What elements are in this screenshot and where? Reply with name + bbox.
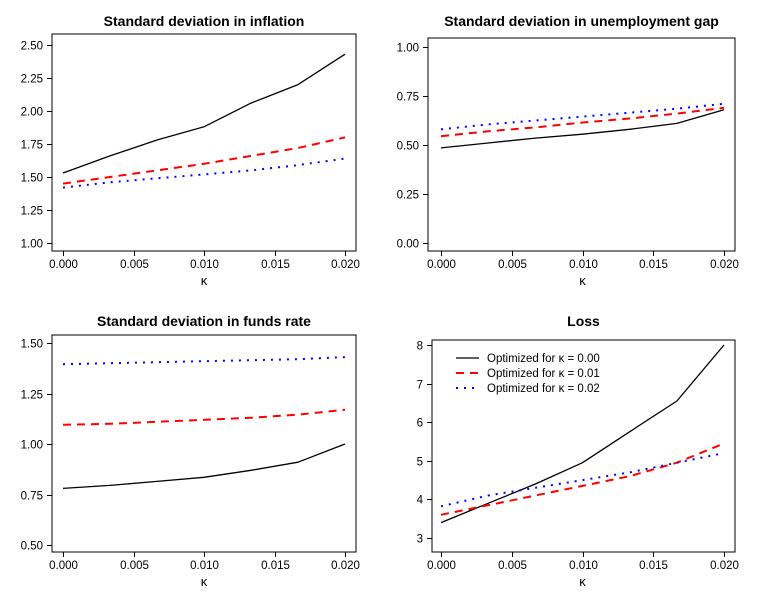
panel-sd-inflation: Standard deviation in inflation 1.00 1.25 1… <box>0 0 385 300</box>
x-tick-label: 0.005 <box>498 259 527 271</box>
x-tick-label: 0.010 <box>569 560 598 572</box>
series-line-k000 <box>62 443 346 490</box>
chart-loss: Loss 3 4 5 6 7 8 0.000 0.005 0.010 0.015 0.020 κ Opti… <box>417 313 739 589</box>
x-tick-label: 0.015 <box>261 560 290 572</box>
plot-box <box>427 37 736 252</box>
chart-sd-inflation: Standard deviation in inflation 1.00 1.25 1… <box>21 13 360 288</box>
x-axis-label-kappa: κ <box>201 273 208 288</box>
series-line-k001 <box>440 106 725 138</box>
legend-label-k001: Optimized for κ = 0.01 <box>487 368 600 380</box>
y-tick-label: 0.00 <box>397 239 419 251</box>
chart-title: Standard deviation in funds rate <box>97 313 311 329</box>
chart-title: Loss <box>567 313 600 329</box>
series-line-k002 <box>440 102 725 131</box>
chart-title: Standard deviation in inflation <box>104 13 305 29</box>
y-tick-label: 0.50 <box>21 541 43 553</box>
y-tick-label: 1.50 <box>21 339 43 351</box>
series-line-k000 <box>440 109 725 149</box>
y-tick-label: 7 <box>417 380 423 392</box>
x-tick-label: 0.000 <box>49 560 78 572</box>
x-tick-label: 0.015 <box>639 259 668 271</box>
series-line-k002 <box>62 356 346 366</box>
x-tick-label: 0.010 <box>190 560 219 572</box>
y-tick-label: 2.00 <box>21 107 43 119</box>
y-tick-label: 0.75 <box>397 92 419 104</box>
y-tick-label: 1.25 <box>21 390 43 402</box>
panel-sd-unemployment-gap: Standard deviation in unemployment gap 0.… <box>385 0 771 300</box>
plot-box <box>51 33 357 252</box>
x-axis-label-kappa: κ <box>201 574 208 589</box>
chart-sd-funds-rate: Standard deviation in funds rate 0.50 0.75… <box>21 313 360 589</box>
x-tick-label: 0.000 <box>49 259 78 271</box>
y-tick-label: 5 <box>417 457 423 469</box>
x-tick-label: 0.020 <box>331 259 360 271</box>
series-line-k000 <box>62 53 346 174</box>
x-tick-label: 0.010 <box>190 259 219 271</box>
x-tick-label: 0.005 <box>120 259 149 271</box>
x-tick-label: 0.005 <box>498 560 527 572</box>
y-tick-label: 0.75 <box>21 491 43 503</box>
x-tick-label: 0.020 <box>710 259 739 271</box>
x-tick-label: 0.005 <box>120 560 149 572</box>
series-line-k001 <box>440 442 725 516</box>
y-tick-label: 1.25 <box>21 206 43 218</box>
legend-label-k002: Optimized for κ = 0.02 <box>487 383 600 395</box>
x-tick-label: 0.000 <box>427 259 456 271</box>
panel-sd-funds-rate: Standard deviation in funds rate 0.50 0.75… <box>0 300 385 600</box>
legend: Optimized for κ = 0.00 Optimized for κ = … <box>456 353 600 395</box>
x-tick-label: 0.000 <box>427 560 456 572</box>
chart-sd-unemployment-gap: Standard deviation in unemployment gap 0.… <box>397 13 739 288</box>
y-tick-label: 1.00 <box>21 440 43 452</box>
y-tick-label: 1.00 <box>21 239 43 251</box>
y-tick-label: 1.50 <box>21 173 43 185</box>
panel-loss: Loss 3 4 5 6 7 8 0.000 0.005 0.010 0.015 0.020 κ Opti… <box>385 300 771 600</box>
y-tick-label: 2.50 <box>21 41 43 53</box>
x-axis-label-kappa: κ <box>579 574 586 589</box>
x-axis-label-kappa: κ <box>579 273 586 288</box>
series-line-k002 <box>440 452 725 508</box>
y-tick-label: 6 <box>417 418 423 430</box>
x-tick-label: 0.010 <box>569 259 598 271</box>
plot-box <box>51 334 357 553</box>
x-tick-label: 0.020 <box>710 560 739 572</box>
y-tick-label: 1.75 <box>21 140 43 152</box>
y-tick-label: 3 <box>417 534 423 546</box>
chart-title: Standard deviation in unemployment gap <box>444 13 719 29</box>
x-tick-label: 0.015 <box>639 560 668 572</box>
series-line-k001 <box>62 136 346 185</box>
y-tick-label: 1.00 <box>397 43 419 55</box>
series-line-k000 <box>440 344 725 524</box>
y-tick-label: 4 <box>417 495 424 507</box>
y-tick-label: 8 <box>417 341 423 353</box>
y-tick-label: 2.25 <box>21 74 43 86</box>
series-line-k001 <box>62 408 346 426</box>
x-tick-label: 0.015 <box>261 259 290 271</box>
legend-label-k000: Optimized for κ = 0.00 <box>487 353 600 365</box>
y-tick-label: 0.25 <box>397 190 419 202</box>
y-tick-label: 0.50 <box>397 141 419 153</box>
x-tick-label: 0.020 <box>331 560 360 572</box>
